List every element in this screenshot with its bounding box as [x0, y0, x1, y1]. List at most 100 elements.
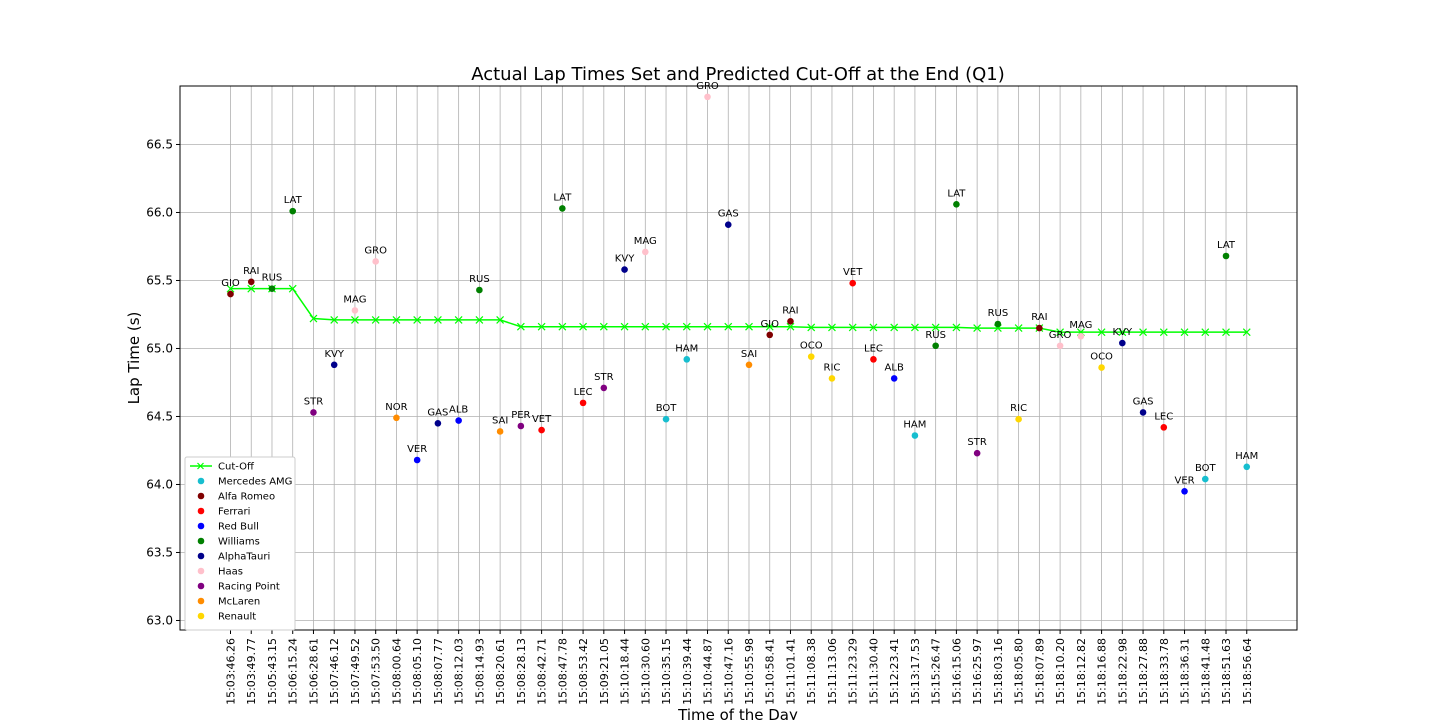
lap-point — [1098, 364, 1105, 371]
legend-marker — [197, 477, 205, 485]
lap-point — [621, 266, 628, 273]
driver-label: RIC — [824, 362, 841, 373]
lap-point — [1181, 487, 1188, 495]
cutoff-marker — [1201, 328, 1210, 337]
cutoff-marker — [973, 324, 982, 333]
x-tick-label: 15:18:27.88 — [1137, 638, 1150, 705]
x-tick-label: 15:10:44.87 — [702, 638, 715, 705]
driver-label: RUS — [988, 308, 1009, 319]
x-tick-label: 15:10:55.98 — [743, 638, 756, 705]
driver-label: HAM — [1235, 451, 1258, 462]
lap-point — [932, 342, 939, 350]
chart-title: Actual Lap Times Set and Predicted Cut-O… — [471, 64, 1005, 85]
driver-label: KVY — [1113, 327, 1133, 338]
y-tick-label: 63.0 — [146, 613, 173, 627]
legend-cutoff-marker — [197, 462, 204, 470]
driver-label: LAT — [553, 192, 572, 203]
lap-point — [227, 290, 234, 298]
cutoff-marker — [765, 322, 774, 331]
legend-marker — [197, 522, 205, 530]
legend-label: Racing Point — [218, 582, 280, 593]
x-tick-label: 15:18:07.89 — [1033, 638, 1046, 705]
cutoff-marker — [392, 315, 401, 324]
x-tick-label: 15:08:47.78 — [556, 638, 569, 705]
driver-label: VET — [532, 414, 552, 425]
x-tick-label: 15:11:01.41 — [784, 638, 797, 705]
lap-point — [434, 419, 442, 427]
cutoff-marker — [496, 315, 505, 324]
lap-point — [476, 286, 483, 294]
x-tick-label: 15:18:51.63 — [1220, 638, 1233, 705]
cutoff-marker — [703, 322, 712, 331]
x-tick-label: 15:08:28.13 — [515, 638, 528, 705]
cutoff-marker — [454, 315, 463, 324]
cutoff-marker — [662, 322, 670, 331]
cutoff-marker — [475, 315, 484, 324]
x-tick-label: 15:07:46.12 — [328, 638, 341, 705]
x-tick-label: 15:18:56.64 — [1241, 638, 1254, 705]
legend-marker — [197, 582, 205, 590]
x-tick-label: 15:07:53.50 — [370, 638, 383, 705]
legend-marker — [197, 537, 205, 545]
lap-point — [1201, 475, 1209, 483]
x-tick-label: 15:15:26.47 — [930, 638, 943, 705]
lap-point — [538, 426, 545, 434]
driver-label: ALB — [449, 405, 468, 416]
x-tick-label: 15:09:21.05 — [598, 638, 611, 705]
x-tick-label: 15:08:00.64 — [390, 638, 403, 705]
lap-point — [1160, 424, 1168, 431]
driver-label: LAT — [1217, 240, 1236, 251]
x-tick-label: 15:18:16.88 — [1096, 638, 1109, 705]
legend-label: AlphaTauri — [218, 552, 270, 563]
driver-label: STR — [967, 437, 986, 448]
y-tick-label: 66.0 — [146, 205, 173, 219]
legend-marker — [197, 552, 205, 560]
driver-label: STR — [594, 372, 613, 383]
legend-marker — [197, 567, 205, 575]
driver-label: LEC — [864, 343, 883, 354]
driver-label: GAS — [718, 209, 739, 220]
driver-label: NOR — [385, 402, 407, 413]
x-tick-label: 15:16:25.97 — [971, 638, 984, 705]
driver-label: VET — [843, 267, 863, 278]
cutoff-marker — [641, 322, 650, 331]
lap-point — [745, 361, 753, 369]
legend-marker — [197, 597, 205, 605]
x-tick-label: 15:18:22.98 — [1116, 638, 1129, 705]
driver-label: GIO — [760, 319, 779, 330]
cutoff-marker — [516, 322, 525, 331]
cutoff-marker — [682, 322, 691, 331]
lap-point — [683, 356, 691, 363]
driver-label: RAI — [1031, 312, 1047, 323]
driver-label: LEC — [1154, 411, 1173, 422]
x-axis-label: Time of the Day — [677, 706, 798, 720]
lap-point — [413, 456, 421, 464]
x-tick-label: 15:08:42.71 — [536, 638, 549, 705]
cutoff-marker — [724, 322, 733, 331]
x-tick-label: 15:16:15.06 — [950, 638, 963, 705]
legend-marker — [197, 612, 205, 620]
x-tick-label: 15:18:41.48 — [1199, 638, 1212, 705]
cutoff-marker — [288, 284, 297, 293]
driver-label: LEC — [574, 387, 593, 398]
y-tick-label: 64.0 — [146, 477, 173, 491]
lap-point — [787, 317, 794, 325]
legend-label: Mercedes AMG — [218, 477, 292, 488]
driver-label: GRO — [364, 245, 387, 256]
x-tick-label: 15:18:05.80 — [1013, 638, 1026, 705]
lap-point — [268, 285, 276, 292]
driver-label: GAS — [1133, 396, 1154, 407]
x-axis-ticks: 15:03:46.26 15:03:49.77 15:05:43.15 15:06:1… — [225, 630, 1254, 705]
x-tick-label: 15:18:33.78 — [1158, 638, 1171, 705]
driver-label: BOT — [1195, 463, 1217, 474]
cutoff-marker — [226, 284, 235, 293]
driver-label: GAS — [427, 407, 448, 418]
lap-point — [517, 422, 525, 430]
driver-label: LAT — [947, 188, 966, 199]
lap-point — [600, 384, 608, 392]
lap-point — [994, 320, 1002, 328]
x-tick-label: 15:18:36.31 — [1179, 638, 1192, 705]
x-tick-label: 15:10:30.60 — [639, 638, 652, 705]
y-axis-ticks: 63.0 63.5 64.0 64.5 65.0 65.5 66.0 66.5 — [146, 137, 180, 627]
